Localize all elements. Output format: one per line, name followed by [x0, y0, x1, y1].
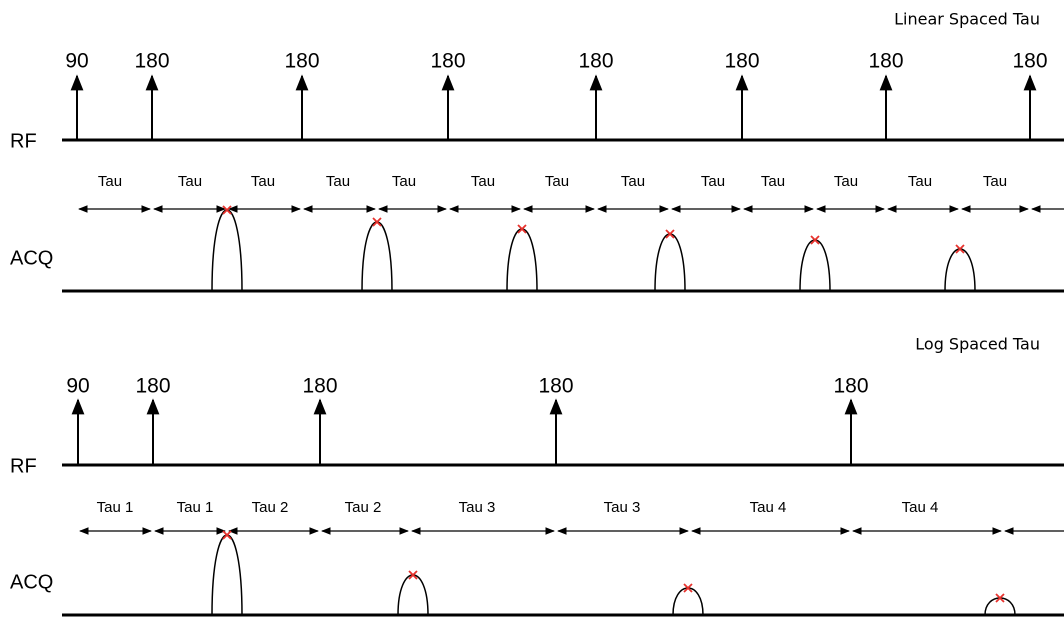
acq-label: ACQ: [10, 571, 53, 593]
echo: [799, 239, 831, 292]
interval-label: Tau: [251, 173, 275, 190]
echo: [672, 587, 704, 616]
echo: [361, 221, 393, 292]
rf-label: RF: [10, 455, 37, 477]
echo-peak-marker: [683, 583, 693, 593]
pulse-label: 180: [135, 375, 170, 398]
pulse-label: 90: [66, 375, 89, 398]
panel-title: Log Spaced Tau: [915, 335, 1040, 354]
interval-label: Tau: [471, 173, 495, 190]
interval-label: Tau: [98, 173, 122, 190]
echo-peak-marker: [995, 593, 1005, 603]
acq-label: ACQ: [10, 247, 53, 269]
interval-label: Tau 2: [252, 499, 289, 516]
interval-label: Tau: [908, 173, 932, 190]
pulse-label: 180: [1012, 50, 1047, 73]
echo-peak-marker: [517, 224, 527, 234]
interval-label: Tau: [545, 173, 569, 190]
interval-label: Tau: [834, 173, 858, 190]
echo: [654, 233, 686, 292]
interval-label: Tau: [392, 173, 416, 190]
pulse-label: 180: [284, 50, 319, 73]
echo-peak-marker: [955, 244, 965, 254]
interval-label: Tau: [326, 173, 350, 190]
pulse-label: 90: [65, 50, 88, 73]
echo-peak-marker: [810, 235, 820, 245]
interval-label: Tau: [621, 173, 645, 190]
interval-label: Tau 3: [604, 499, 641, 516]
pulse-label: 180: [134, 50, 169, 73]
interval-label: Tau 4: [750, 499, 787, 516]
echo-peak-marker: [665, 229, 675, 239]
interval-label: Tau: [701, 173, 725, 190]
interval-label: Tau 1: [97, 499, 134, 516]
pulse-label: 180: [833, 375, 868, 398]
echo: [944, 248, 976, 292]
pulse-label: 180: [430, 50, 465, 73]
echo: [211, 209, 243, 292]
interval-label: Tau: [761, 173, 785, 190]
interval-label: Tau 3: [459, 499, 496, 516]
echo: [211, 534, 243, 616]
interval-label: Tau 1: [177, 499, 214, 516]
echo-peak-marker: [222, 205, 232, 215]
panel-title: Linear Spaced Tau: [894, 10, 1040, 29]
pulse-label: 180: [724, 50, 759, 73]
echo: [984, 597, 1016, 616]
pulse-label: 180: [578, 50, 613, 73]
echo-peak-marker: [222, 530, 232, 540]
interval-label: Tau 4: [902, 499, 939, 516]
interval-label: Tau 2: [345, 499, 382, 516]
echo: [397, 574, 429, 616]
pulse-label: 180: [538, 375, 573, 398]
echo-peak-marker: [372, 217, 382, 227]
rf-label: RF: [10, 130, 37, 152]
pulse-label: 180: [302, 375, 337, 398]
interval-label: Tau: [178, 173, 202, 190]
echo: [506, 228, 538, 292]
pulse-label: 180: [868, 50, 903, 73]
echo-peak-marker: [408, 570, 418, 580]
interval-label: Tau: [983, 173, 1007, 190]
